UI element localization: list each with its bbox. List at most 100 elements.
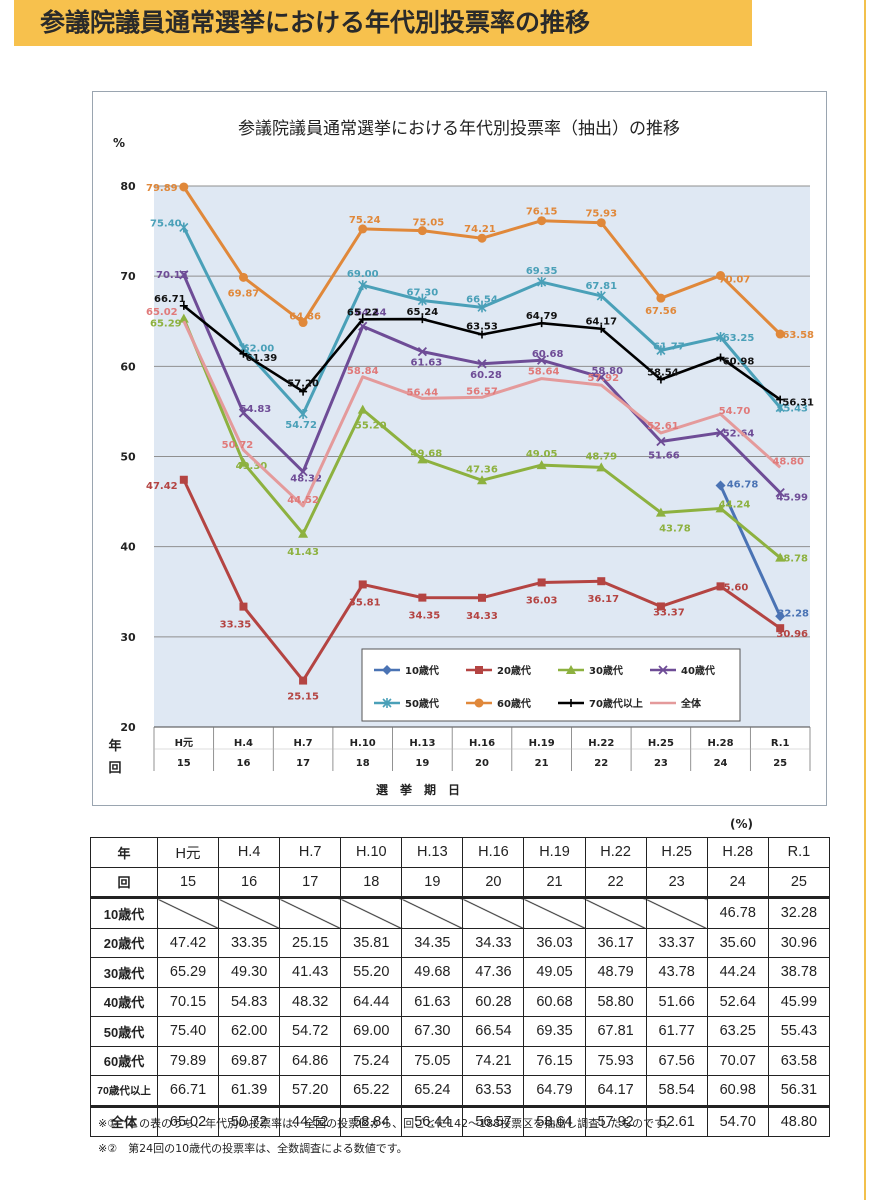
- table-cell: 45.99: [767, 986, 831, 1017]
- data-label: 33.35: [220, 620, 252, 631]
- row-label: 10歳代: [90, 896, 158, 929]
- data-point: [716, 271, 726, 281]
- table-cell: 48.32: [279, 986, 342, 1017]
- data-point: [358, 280, 368, 291]
- y-tick-label: 50: [120, 451, 136, 464]
- data-point: [357, 404, 368, 414]
- series-全体: 65.02 50.72 44.52 58.84 56.44 56.57 58.64 57.92…: [146, 307, 804, 508]
- data-point: [537, 578, 546, 587]
- legend-item: 20歳代: [466, 664, 531, 677]
- table-cell: 66.71: [156, 1075, 220, 1107]
- data-label: 69.35: [526, 266, 558, 277]
- data-label: 41.43: [287, 547, 319, 558]
- table-cell: 60.98: [706, 1075, 769, 1107]
- data-label: 65.24: [407, 307, 439, 318]
- data-label: 46.78: [727, 480, 759, 491]
- table-cell: 70.07: [706, 1045, 769, 1076]
- legend-label: 20歳代: [497, 664, 531, 677]
- table-cell: 56.57: [462, 1104, 525, 1137]
- year-header-cell: H.25: [645, 837, 708, 868]
- data-point: [775, 552, 786, 562]
- data-point: [656, 375, 665, 384]
- empty-slashed-cell: [218, 896, 281, 929]
- footnote-2: ※② 第24回の10歳代の投票率は、全数調査による数値です。: [98, 1142, 408, 1155]
- page-title: 参議院議員通常選挙における年代別投票率の推移: [40, 8, 591, 37]
- table-cell: 35.81: [340, 927, 403, 958]
- data-label: 47.36: [466, 464, 498, 475]
- data-point: [596, 372, 606, 382]
- table-row: 全体 65.02 50.72 44.52 58.84 56.44 56.57 58.64 57.…: [90, 1104, 831, 1137]
- table-cell: 76.15: [523, 1045, 586, 1076]
- data-point: [179, 475, 188, 484]
- data-label: 56.31: [782, 398, 814, 409]
- data-point: [178, 313, 189, 323]
- data-point: [418, 315, 427, 324]
- data-point: [179, 182, 189, 192]
- table-cell: 34.35: [401, 927, 464, 958]
- data-point: [477, 475, 487, 485]
- data-point: [596, 218, 606, 228]
- session-header-cell: 19: [401, 866, 464, 898]
- empty-slashed-cell: [279, 896, 342, 929]
- data-label: 25.15: [287, 692, 319, 703]
- data-point: [418, 593, 427, 602]
- chart-frame: 参議院議員通常選挙における年代別投票率（抽出）の推移 % 20 30 40 50 60 7…: [92, 91, 827, 806]
- data-point: [536, 355, 547, 365]
- table-cell: 62.00: [218, 1016, 281, 1047]
- table-cell: 58.54: [645, 1075, 708, 1107]
- session-header-cell: 25: [767, 866, 831, 898]
- legend-label: 10歳代: [405, 664, 439, 677]
- x-tick-label: H.19: [529, 738, 555, 749]
- data-label: 54.70: [719, 406, 751, 417]
- x-row-label-nen: 年: [108, 738, 121, 754]
- data-point: [597, 324, 606, 333]
- x-session-label: 25: [773, 758, 787, 769]
- chart-title: 参議院議員通常選挙における年代別投票率（抽出）の推移: [238, 119, 680, 139]
- data-label: 65.29: [150, 319, 182, 330]
- data-point: [239, 349, 248, 358]
- session-header-cell: 21: [523, 866, 586, 898]
- x-session-label: 19: [415, 758, 429, 769]
- y-tick-label: 30: [120, 631, 136, 644]
- table-cell: 64.44: [340, 986, 403, 1017]
- data-point: [417, 346, 428, 357]
- table-cell: 60.28: [462, 986, 525, 1017]
- y-tick-label: 60: [120, 360, 136, 373]
- y-tick-label: 70: [120, 270, 136, 283]
- series-70歳代以上: 66.71 61.39 57.20 65.22 65.24 63.53 64.79 64.17…: [154, 294, 814, 409]
- x-tick-label: H.28: [707, 738, 733, 749]
- table-cell: 58.64: [523, 1104, 586, 1137]
- table-cell: 75.93: [584, 1045, 647, 1076]
- row-label: 20歳代: [90, 927, 158, 958]
- legend-box: [361, 648, 741, 722]
- data-label: 54.83: [240, 404, 272, 415]
- table-unit: (%): [730, 817, 753, 831]
- empty-slashed-cell: [645, 896, 708, 929]
- legend-item: 10歳代: [374, 664, 439, 677]
- session-header-cell: 20: [462, 866, 525, 898]
- x-axis-title: 選 挙 期 日: [376, 782, 460, 797]
- table-cell: 46.78: [706, 896, 769, 929]
- data-point: [358, 580, 367, 589]
- x-tick-label: H.16: [469, 738, 495, 749]
- table-cell: 47.42: [156, 927, 220, 958]
- series-layer: 46.78 32.28 47.42 33.35 25.15 35.81 34.35 34.33…: [146, 182, 814, 703]
- data-label: 65.22: [347, 307, 379, 318]
- y-axis-ticks: 20 30 40 50 60 70 80: [120, 180, 136, 734]
- data-point: [537, 319, 546, 328]
- legend-item: 40歳代: [650, 664, 715, 677]
- table-cell: 36.17: [584, 927, 647, 958]
- table-row: 70歳代以上 66.71 61.39 57.20 65.22 65.24 63.53 64.7…: [90, 1075, 831, 1107]
- data-point: [775, 402, 785, 413]
- data-point: [298, 408, 308, 419]
- data-point: [656, 436, 666, 447]
- data-label: 48.79: [585, 451, 617, 462]
- table-cell: 49.30: [218, 957, 281, 988]
- data-label: 65.02: [146, 307, 178, 318]
- year-header-cell: H.4: [218, 837, 281, 868]
- header-kai: 回: [90, 866, 158, 898]
- data-point: [567, 699, 575, 707]
- data-label: 75.24: [349, 215, 381, 226]
- table-cell: 65.22: [340, 1075, 403, 1107]
- data-label: 32.28: [777, 608, 809, 619]
